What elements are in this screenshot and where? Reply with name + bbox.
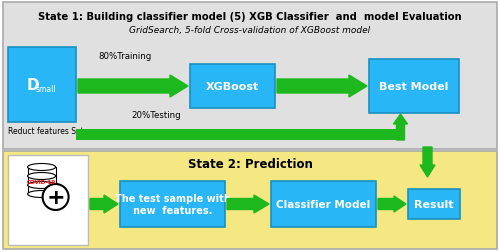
FancyBboxPatch shape — [120, 181, 225, 227]
Text: Result: Result — [414, 199, 454, 209]
FancyArrow shape — [420, 147, 435, 177]
FancyArrow shape — [277, 76, 367, 98]
FancyBboxPatch shape — [190, 65, 275, 109]
Text: 80%Training: 80%Training — [98, 52, 151, 61]
FancyArrow shape — [378, 196, 406, 212]
Text: +: + — [46, 187, 65, 207]
Bar — [28, 176, 56, 185]
Text: Best Model: Best Model — [380, 82, 448, 92]
Bar — [76, 130, 404, 140]
FancyBboxPatch shape — [3, 151, 497, 249]
Text: Reduct features Set: Reduct features Set — [8, 127, 84, 136]
FancyBboxPatch shape — [408, 189, 460, 219]
Text: D: D — [26, 78, 39, 93]
Text: The test sample with
new  features.: The test sample with new features. — [114, 194, 230, 215]
Bar — [28, 185, 56, 194]
Ellipse shape — [28, 164, 56, 171]
FancyBboxPatch shape — [8, 155, 88, 245]
Ellipse shape — [28, 182, 56, 189]
Text: State 2: Prediction: State 2: Prediction — [188, 158, 312, 170]
Text: small: small — [36, 85, 56, 94]
FancyArrow shape — [90, 195, 118, 213]
Text: State 1: Building classifier model (5) XGB Classifier  and  model Evaluation: State 1: Building classifier model (5) X… — [38, 12, 462, 22]
FancyArrow shape — [394, 115, 407, 140]
Ellipse shape — [28, 191, 56, 198]
Text: XGBoost: XGBoost — [206, 82, 259, 92]
Text: COVID-19: COVID-19 — [27, 180, 56, 185]
Bar — [28, 167, 56, 176]
Text: 20%Testing: 20%Testing — [131, 111, 180, 119]
FancyBboxPatch shape — [271, 181, 376, 227]
Circle shape — [42, 184, 68, 210]
Ellipse shape — [28, 173, 56, 180]
FancyBboxPatch shape — [3, 3, 497, 149]
Text: Classifier Model: Classifier Model — [276, 199, 370, 209]
FancyBboxPatch shape — [369, 60, 459, 114]
Text: GridSearch, 5-fold Cross-validation of XGBoost model: GridSearch, 5-fold Cross-validation of X… — [130, 26, 370, 35]
FancyArrow shape — [78, 76, 188, 98]
FancyArrow shape — [227, 195, 269, 213]
FancyBboxPatch shape — [8, 48, 76, 122]
